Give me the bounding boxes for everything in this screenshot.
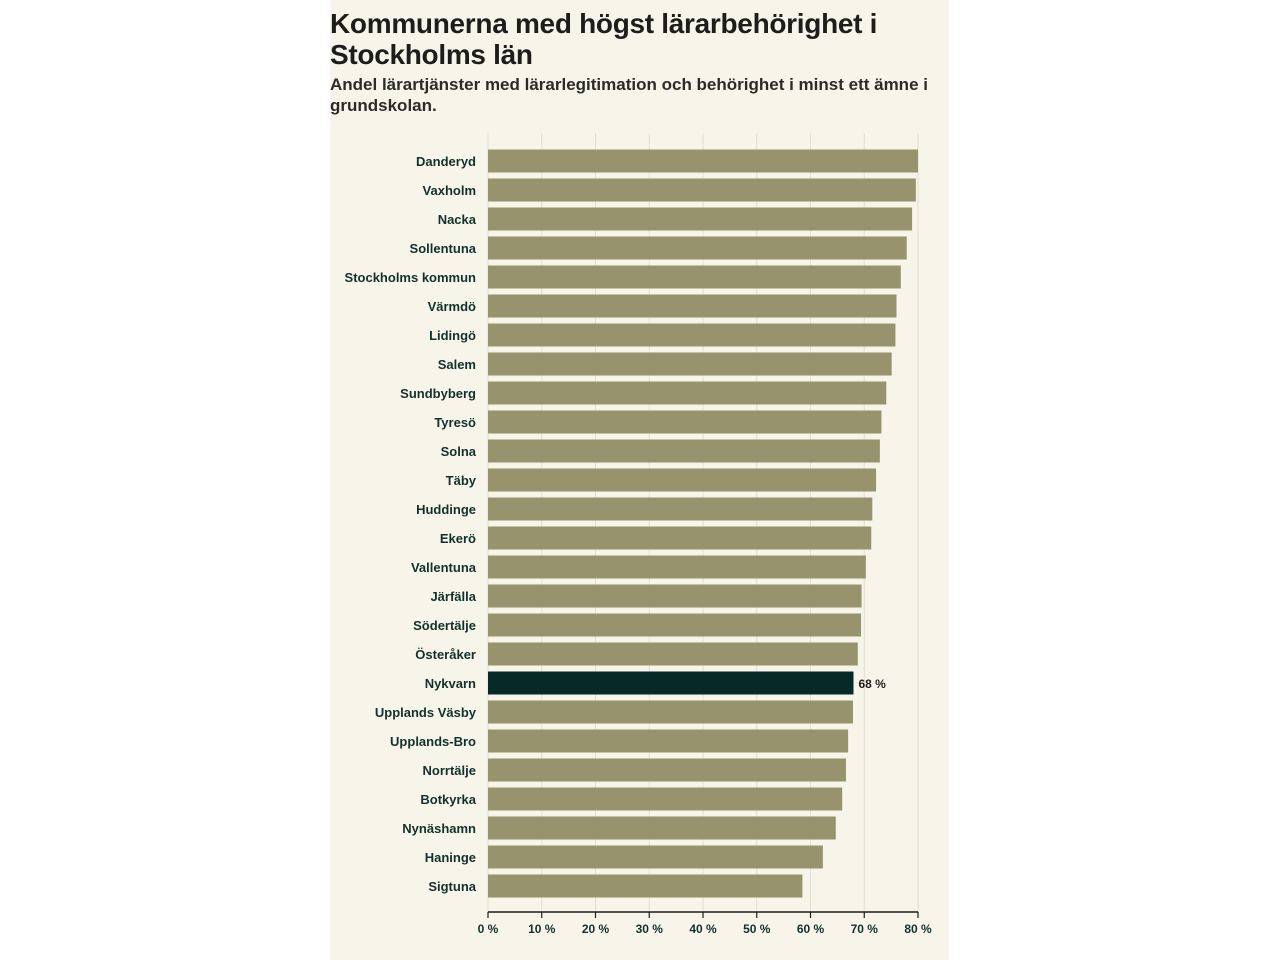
bar-0 [488,149,918,173]
bar-4 [488,265,901,289]
bar-5 [488,294,897,318]
bar-1 [488,178,916,202]
bar-16 [488,613,862,637]
x-tick-label-0: 0 % [478,922,499,936]
bar-17 [488,642,858,666]
x-tick-label-6: 60 % [797,922,825,936]
category-label-22: Botkyrka [420,792,476,807]
bar-11 [488,468,877,492]
category-label-3: Sollentuna [410,241,477,256]
bar-6 [488,323,896,347]
category-label-2: Nacka [438,212,477,227]
category-label-10: Solna [441,444,477,459]
category-label-19: Upplands Väsby [375,705,477,720]
category-label-15: Järfälla [430,589,476,604]
x-tick-label-7: 70 % [851,922,879,936]
bar-19 [488,700,853,724]
category-label-12: Huddinge [416,502,476,517]
x-tick-label-4: 40 % [689,922,717,936]
category-label-11: Täby [446,473,477,488]
bar-13 [488,526,872,550]
data-label-18: 68 % [859,677,887,691]
bar-21 [488,758,846,782]
chart-title: Kommunerna med högst lärarbehörighet i S… [330,8,878,70]
category-label-6: Lidingö [429,328,476,343]
x-tick-label-3: 30 % [636,922,664,936]
bar-8 [488,381,887,405]
category-label-4: Stockholms kommun [345,270,477,285]
category-label-14: Vallentuna [411,560,477,575]
x-tick-label-8: 80 % [904,922,932,936]
x-tick-label-2: 20 % [582,922,610,936]
category-label-23: Nynäshamn [402,821,476,836]
x-tick-label-1: 10 % [528,922,556,936]
category-label-0: Danderyd [416,154,476,169]
category-label-18: Nykvarn [425,676,476,691]
bar-25 [488,874,803,898]
category-label-16: Södertälje [413,618,476,633]
bar-10 [488,439,880,463]
chart-card: Kommunerna med högst lärarbehörighet i S… [330,0,949,960]
bar-15 [488,584,862,608]
bar-23 [488,816,836,840]
bar-18 [488,671,854,695]
bar-22 [488,787,843,811]
bar-12 [488,497,873,521]
category-label-1: Vaxholm [423,183,476,198]
category-label-7: Salem [438,357,476,372]
category-label-20: Upplands-Bro [390,734,476,749]
category-label-24: Haninge [425,850,476,865]
bar-24 [488,845,823,869]
x-tick-label-5: 50 % [743,922,771,936]
category-label-21: Norrtälje [423,763,476,778]
bar-chart: Danderyd Vaxholm Nacka Sollentuna Stockholms… [345,133,932,936]
bar-20 [488,729,849,753]
category-label-17: Österåker [415,647,476,662]
category-label-25: Sigtuna [428,879,476,894]
category-label-9: Tyresö [434,415,476,430]
category-label-5: Värmdö [428,299,476,314]
category-label-13: Ekerö [440,531,476,546]
bar-2 [488,207,913,231]
bar-7 [488,352,892,376]
bar-3 [488,236,907,260]
category-label-8: Sundbyberg [400,386,476,401]
chart-subtitle: Andel lärartjänster med lärarlegitimatio… [330,75,928,115]
bar-14 [488,555,866,579]
bar-9 [488,410,882,434]
